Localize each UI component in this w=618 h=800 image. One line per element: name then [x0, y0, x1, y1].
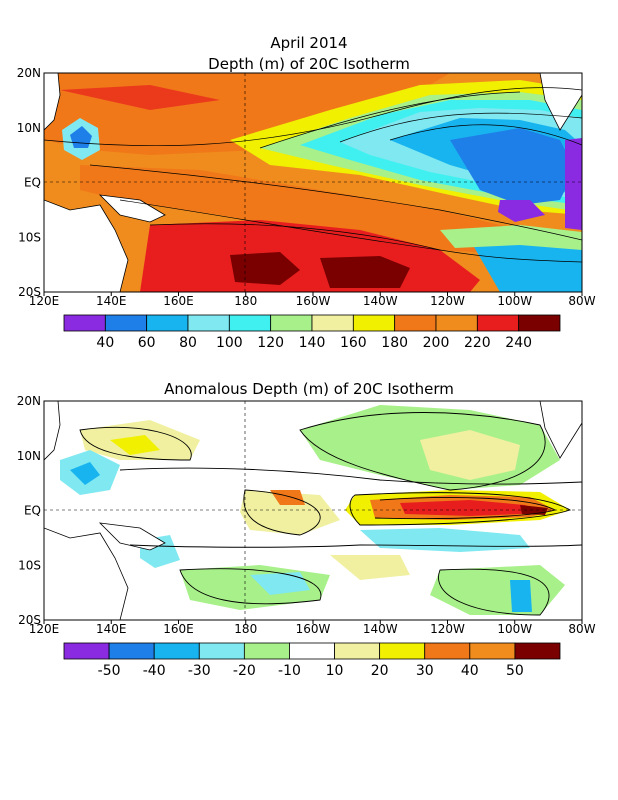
bottom-colorbar-swatch [108, 642, 155, 660]
figure-date: April 2014 [270, 34, 348, 52]
bottom-lon-label: 140E [96, 622, 127, 636]
top-colorbar-label: 180 [381, 335, 408, 351]
top-colorbar-swatch [228, 314, 272, 332]
top-colorbar-swatch [187, 314, 230, 332]
top-map-axis-labels: 120E 140E 160E 180 160W 140W 120W 100W 80W 20N 10N… [17, 66, 596, 308]
bottom-lat-label: 20N [17, 394, 41, 408]
bottom-colorbar-swatch [514, 642, 561, 660]
bottom-lon-label: 120W [430, 622, 465, 636]
top-colorbar-swatch [63, 314, 106, 332]
bottom-colorbar-swatch [289, 642, 335, 660]
top-colorbar-label: 160 [340, 335, 367, 351]
top-colorbar-swatch [394, 314, 437, 332]
bottom-lat-label: 10S [18, 558, 41, 572]
bottom-colorbar: -50 -40 -30 -20 -10 10 20 30 40 50 [63, 642, 561, 679]
top-lon-label: 80W [568, 294, 595, 308]
bottom-colorbar-swatch [424, 642, 471, 660]
bottom-colorbar-swatch [63, 642, 110, 660]
bottom-lon-label: 180 [234, 622, 257, 636]
top-colorbar-label: 220 [464, 335, 491, 351]
top-colorbar-swatch [146, 314, 189, 332]
bottom-lon-label: 80W [568, 622, 595, 636]
top-lat-label: 10N [17, 121, 41, 135]
bottom-colorbar-label: 40 [461, 663, 479, 679]
top-lon-label: 140W [363, 294, 398, 308]
bottom-colorbar-swatch [469, 642, 516, 660]
top-colorbar-swatch [435, 314, 478, 332]
bottom-colorbar-label: 10 [326, 663, 344, 679]
top-colorbar-swatch [270, 314, 313, 332]
top-lat-label: 20S [18, 285, 41, 299]
bottom-colorbar-swatch [379, 642, 426, 660]
bottom-colorbar-label: -50 [98, 663, 121, 679]
bottom-colorbar-swatch [243, 642, 290, 660]
bottom-map-title: Anomalous Depth (m) of 20C Isotherm [164, 380, 454, 398]
bottom-map-axis-labels: 120E 140E 160E 180 160W 140W 120W 100W 80W 20N 10N… [17, 394, 596, 636]
bottom-colorbar-swatch [198, 642, 245, 660]
top-lon-label: 140E [96, 294, 127, 308]
bottom-colorbar-label: 30 [416, 663, 434, 679]
bottom-lat-label: 10N [17, 449, 41, 463]
top-colorbar-label: 40 [96, 335, 114, 351]
top-lon-label: 160W [296, 294, 331, 308]
bottom-colorbar-label: -10 [278, 663, 301, 679]
bottom-map [43, 400, 583, 621]
top-colorbar-label: 80 [179, 335, 197, 351]
bottom-lat-label: EQ [24, 504, 41, 518]
bottom-colorbar-swatch [334, 642, 381, 660]
bottom-lon-label: 100W [497, 622, 532, 636]
bottom-lon-label: 140W [363, 622, 398, 636]
bottom-colorbar-label: -20 [233, 663, 256, 679]
bottom-lat-label: 20S [18, 613, 41, 627]
bottom-lon-label: 120E [29, 622, 60, 636]
top-colorbar-label: 140 [299, 335, 326, 351]
bottom-colorbar-label: -40 [143, 663, 166, 679]
top-colorbar-swatch [104, 314, 148, 332]
top-colorbar-label: 100 [216, 335, 243, 351]
top-lon-label: 120E [29, 294, 60, 308]
bottom-lon-label: 160E [163, 622, 194, 636]
top-colorbar-label: 240 [505, 335, 532, 351]
top-map-title: Depth (m) of 20C Isotherm [208, 55, 410, 73]
bottom-colorbar-label: 20 [371, 663, 389, 679]
top-lon-label: 120W [430, 294, 465, 308]
bottom-lon-label: 160W [296, 622, 331, 636]
top-map [43, 72, 583, 293]
top-lon-label: 160E [163, 294, 194, 308]
bottom-colorbar-swatch [153, 642, 200, 660]
top-colorbar-label: 200 [423, 335, 450, 351]
bottom-map-fields [44, 401, 582, 620]
top-lat-label: 10S [18, 230, 41, 244]
top-lat-label: EQ [24, 176, 41, 190]
top-colorbar-swatch [518, 314, 561, 332]
top-colorbar-label: 60 [138, 335, 156, 351]
top-lon-label: 100W [497, 294, 532, 308]
top-map-fields [44, 73, 582, 292]
top-lat-label: 20N [17, 66, 41, 80]
top-colorbar-label: 120 [257, 335, 284, 351]
top-colorbar-swatch [311, 314, 354, 332]
top-colorbar-swatch [352, 314, 396, 332]
top-colorbar: 40 60 80 100 120 140 160 180 200 220 240 [63, 314, 561, 351]
bottom-colorbar-label: -30 [188, 663, 211, 679]
top-colorbar-swatch [476, 314, 520, 332]
bottom-colorbar-label: 50 [506, 663, 524, 679]
top-lon-label: 180 [234, 294, 257, 308]
